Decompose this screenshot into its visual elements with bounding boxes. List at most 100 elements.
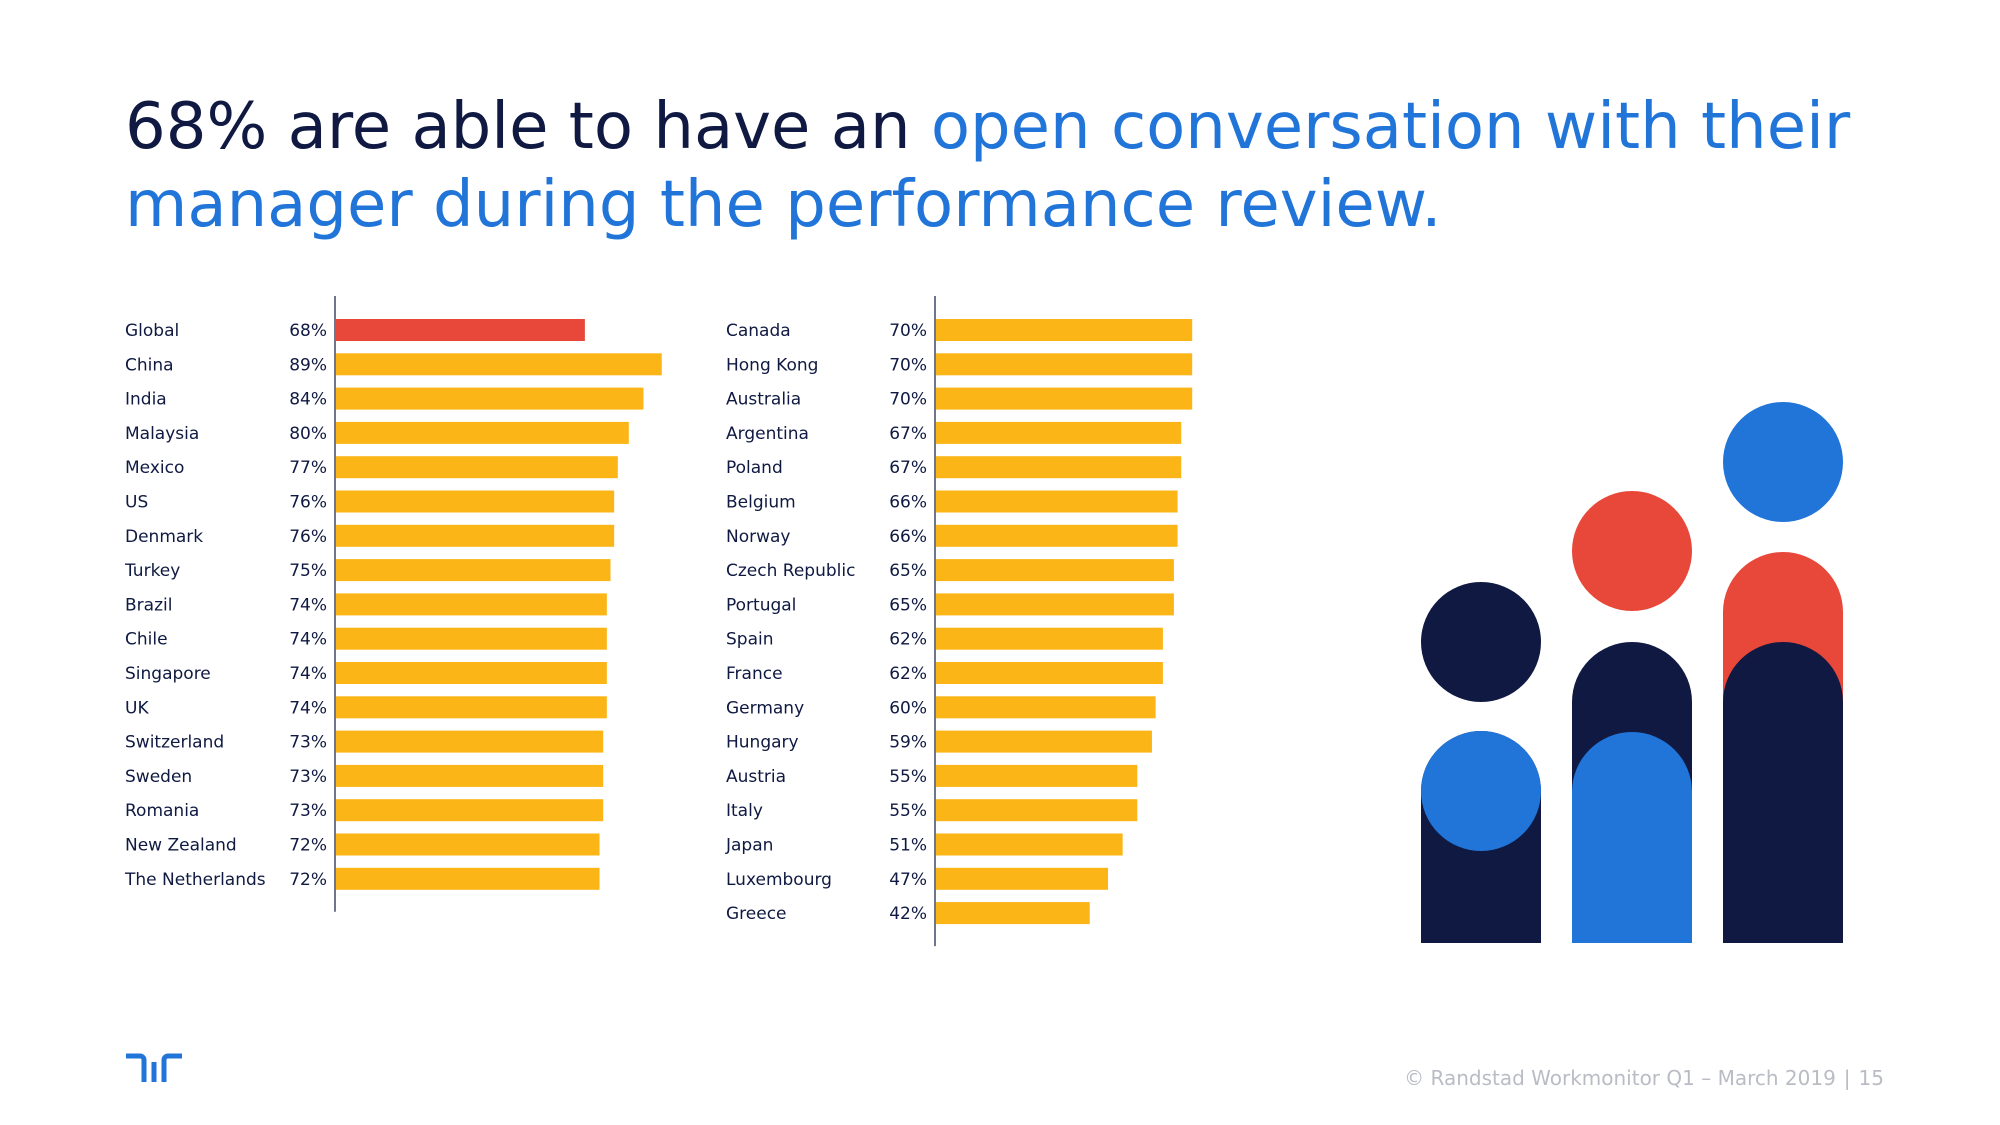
category-label: France (726, 664, 783, 684)
value-label: 51% (889, 836, 927, 856)
bar (936, 662, 1163, 684)
category-label: Global (125, 321, 179, 341)
value-label: 66% (889, 493, 927, 513)
bar (336, 867, 600, 890)
category-label: Italy (726, 801, 763, 821)
page-number: 15 (1858, 1066, 1884, 1090)
value-label: 73% (289, 767, 327, 787)
person-right (1723, 402, 1843, 943)
bar (936, 764, 1138, 787)
category-label: Japan (725, 836, 773, 856)
people-illustration (1421, 402, 1843, 943)
category-label: Luxembourg (726, 870, 832, 890)
value-label: 74% (289, 698, 327, 718)
value-label: 76% (289, 493, 327, 513)
bar (336, 696, 607, 719)
value-label: 74% (289, 630, 327, 650)
category-label: Australia (726, 390, 801, 410)
category-label: Hungary (726, 733, 799, 753)
category-label: New Zealand (125, 836, 237, 856)
randstad-logo (126, 1053, 182, 1082)
bar (336, 764, 604, 787)
bar (936, 559, 1174, 582)
bar (936, 867, 1109, 890)
value-label: 68% (289, 321, 327, 341)
bar (936, 387, 1193, 410)
bar (936, 490, 1178, 513)
bar (336, 662, 607, 684)
bar (336, 490, 615, 513)
bar (336, 421, 629, 444)
bar (936, 353, 1193, 376)
value-label: 84% (289, 390, 327, 410)
bar (336, 627, 607, 650)
bar (336, 833, 600, 856)
value-label: 66% (889, 527, 927, 547)
value-label: 62% (889, 664, 927, 684)
category-label: Sweden (125, 767, 192, 787)
value-label: 72% (289, 836, 327, 856)
category-label: Canada (726, 321, 791, 341)
bar (336, 593, 607, 616)
category-label: Denmark (125, 527, 203, 547)
category-label: China (125, 355, 174, 375)
value-label: 55% (889, 767, 927, 787)
category-label: Greece (726, 904, 787, 924)
value-label: 70% (889, 390, 927, 410)
category-label: India (125, 390, 167, 410)
bar (936, 902, 1090, 925)
bar (936, 730, 1152, 753)
bar (936, 833, 1123, 856)
category-label: Austria (726, 767, 786, 787)
category-label: Singapore (125, 664, 211, 684)
person-middle (1572, 491, 1692, 943)
value-label: 62% (889, 630, 927, 650)
value-label: 77% (289, 458, 327, 478)
category-label: Mexico (125, 458, 184, 478)
category-label: US (125, 493, 148, 513)
value-label: 70% (889, 355, 927, 375)
bar (336, 799, 604, 822)
value-label: 67% (889, 424, 927, 444)
bar (936, 524, 1178, 547)
bar (336, 559, 611, 582)
bar (336, 456, 618, 479)
value-label: 72% (289, 870, 327, 890)
category-label: Spain (726, 630, 774, 650)
bar (936, 627, 1163, 650)
value-label: 76% (289, 527, 327, 547)
value-label: 74% (289, 664, 327, 684)
value-label: 74% (289, 595, 327, 615)
value-label: 59% (889, 733, 927, 753)
category-label: Malaysia (125, 424, 199, 444)
bar-chart-right: Canada 70% Hong Kong 70% Australia 70% Argenti… (725, 296, 1193, 947)
bar (336, 730, 604, 753)
value-label: 73% (289, 733, 327, 753)
bar-global (336, 319, 585, 341)
value-label: 89% (289, 355, 327, 375)
bar (936, 421, 1182, 444)
category-label: The Netherlands (124, 870, 266, 890)
bar (336, 387, 644, 410)
category-label: Belgium (726, 493, 796, 513)
category-label: Brazil (125, 595, 172, 615)
bar (936, 593, 1174, 616)
value-label: 80% (289, 424, 327, 444)
category-label: Germany (726, 698, 804, 718)
category-label: Turkey (124, 561, 180, 581)
page-title: 68% are able to have an open conversatio… (125, 88, 1905, 244)
bar (936, 799, 1138, 822)
category-label: UK (125, 698, 149, 718)
bar (336, 524, 615, 547)
value-label: 65% (889, 595, 927, 615)
bar (936, 696, 1156, 719)
category-label: Romania (125, 801, 199, 821)
value-label: 67% (889, 458, 927, 478)
category-label: Hong Kong (726, 355, 818, 375)
footer-source: © Randstad Workmonitor Q1 – March 2019 (1404, 1066, 1836, 1090)
category-label: Czech Republic (726, 561, 855, 581)
bar-chart-left: Global 68% China 89% India 84% Malaysia 80% Mexi… (124, 296, 662, 912)
value-label: 73% (289, 801, 327, 821)
value-label: 75% (289, 561, 327, 581)
